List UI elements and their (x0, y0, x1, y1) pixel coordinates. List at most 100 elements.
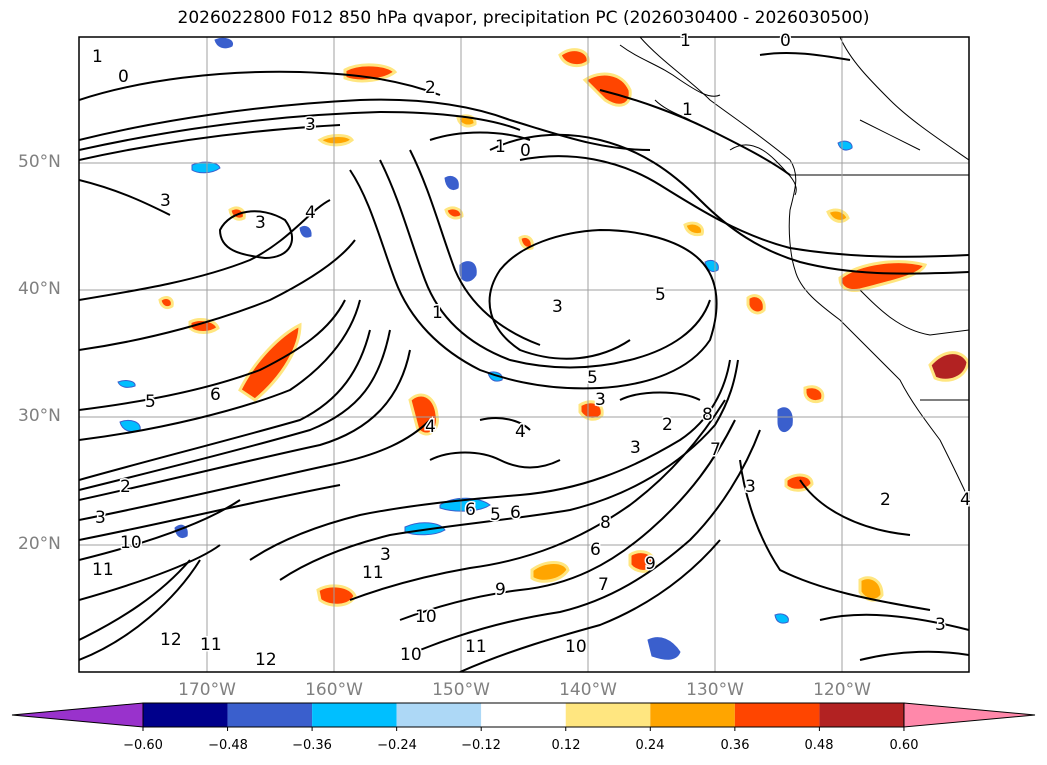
colorbar-tick-label: −0.36 (292, 738, 332, 753)
lon-label-150w: 150°W (432, 680, 490, 700)
map-background (79, 37, 969, 672)
lon-label-140w: 140°W (559, 680, 617, 700)
contour-label: 3 (595, 390, 606, 410)
map-title: 2026022800 F012 850 hPa qvapor, precipit… (177, 8, 870, 28)
contour-label: 3 (380, 545, 391, 565)
precip-patch (238, 322, 302, 402)
contour-label: 4 (960, 490, 971, 510)
contour-label: 10 (400, 645, 422, 665)
contour-label: 6 (210, 385, 221, 405)
lon-label-170w: 170°W (178, 680, 236, 700)
precip-patch (774, 613, 789, 624)
contour-label: 0 (780, 31, 791, 51)
colorbar-tick-label: 0.24 (635, 738, 665, 753)
contour-label: 1 (682, 100, 693, 120)
colorbar-tick-label: 0.48 (804, 738, 834, 753)
precip-patch (158, 296, 174, 310)
colorbar-tick-label: 0.60 (889, 738, 919, 753)
alaska-coast (619, 44, 797, 196)
precip-patch (188, 318, 220, 334)
precip-patch (299, 225, 312, 238)
precip-patch (746, 294, 766, 315)
precip-patch (444, 175, 459, 191)
contour-label: 11 (200, 635, 222, 655)
colorbar-tick-label: 0.36 (720, 738, 750, 753)
contour-label: 3 (935, 615, 946, 635)
contour-label: 10 (565, 637, 587, 657)
contour-label: 5 (145, 392, 156, 412)
lat-label-50n: 50°N (18, 152, 61, 172)
contour-label: 3 (305, 115, 316, 135)
contour-label: 1 (495, 137, 506, 157)
contour-label: 3 (160, 191, 171, 211)
contour-label: 6 (465, 500, 476, 520)
precip-patch (647, 637, 681, 660)
contour-label: 4 (425, 417, 436, 437)
contour-label: 11 (465, 637, 487, 657)
precip-patch (578, 400, 604, 421)
contour-label: 4 (305, 203, 316, 223)
precip-patch (117, 380, 136, 388)
contour-label: 11 (92, 560, 114, 580)
precip-positive-areas (158, 48, 969, 607)
precip-patch (316, 584, 357, 607)
contour-label: 1 (680, 31, 691, 51)
precip-patch (408, 393, 439, 436)
colorbar-tick-label: −0.48 (208, 738, 248, 753)
precip-patch (444, 206, 464, 220)
contour-label: 0 (118, 67, 129, 87)
precip-patch (803, 385, 825, 404)
map-frame (78, 36, 970, 673)
colorbar-tick-label: −0.12 (461, 738, 501, 753)
contour-label: 2 (880, 490, 891, 510)
lat-label-30n: 30°N (18, 406, 61, 426)
contour-label: 3 (552, 297, 563, 317)
contour-label: 2 (425, 78, 436, 98)
precip-patch (214, 37, 234, 49)
contour-label: 1 (432, 303, 443, 323)
precip-patch (628, 550, 657, 573)
coastline (639, 37, 969, 501)
precip-patch (530, 561, 570, 583)
contour-label: 4 (515, 422, 526, 442)
gridlines (79, 37, 969, 672)
lat-label-20n: 20°N (18, 534, 61, 554)
contour-label: 10 (120, 533, 142, 553)
precip-patch (459, 261, 477, 282)
precip-patch (518, 234, 534, 250)
precip-patch (928, 351, 969, 382)
precip-patch (838, 260, 928, 292)
qvapor-contours (79, 51, 969, 672)
lat-label-40n: 40°N (18, 279, 61, 299)
precip-patch (683, 221, 705, 237)
contour-label: 3 (95, 508, 106, 528)
precip-patch (317, 134, 354, 147)
colorbar-tick-label: −0.24 (377, 738, 417, 753)
contour-label: 5 (655, 285, 666, 305)
contour-label: 9 (495, 580, 506, 600)
contour-label: 7 (710, 440, 721, 460)
lon-label-160w: 160°W (305, 680, 363, 700)
contour-label: 2 (662, 415, 673, 435)
contour-label: 6 (590, 540, 601, 560)
contour-label: 8 (702, 405, 713, 425)
contour-label: 11 (362, 563, 384, 583)
precip-patch (191, 161, 221, 174)
contour-label: 12 (160, 630, 182, 650)
lon-label-130w: 130°W (686, 680, 744, 700)
contour-label: 7 (598, 575, 609, 595)
contour-label: 8 (600, 513, 611, 533)
contour-label: 0 (520, 141, 531, 161)
lon-label-120w: 120°W (813, 680, 871, 700)
contour-label: 3 (745, 477, 756, 497)
precip-patch (777, 407, 793, 433)
precip-patch (784, 473, 814, 492)
contour-label: 5 (587, 368, 598, 388)
contour-label: 6 (510, 503, 521, 523)
colorbar-tick-label: −0.60 (123, 738, 163, 753)
contour-label: 12 (255, 650, 277, 670)
contour-label: 3 (255, 213, 266, 233)
precip-patch (582, 72, 632, 107)
